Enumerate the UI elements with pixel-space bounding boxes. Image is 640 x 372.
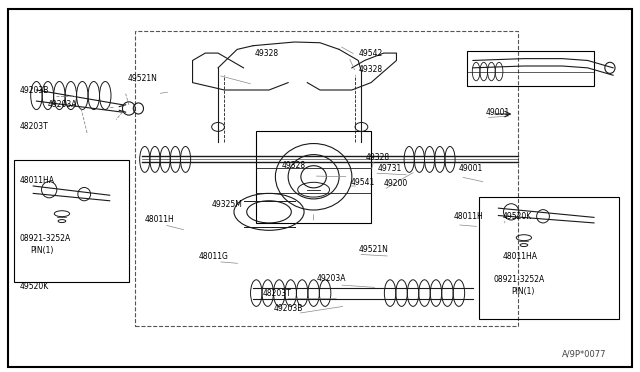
Text: 49542: 49542	[358, 49, 383, 58]
Text: 08921-3252A: 08921-3252A	[493, 275, 545, 283]
Text: 48011HA: 48011HA	[19, 176, 54, 185]
Text: 48203T: 48203T	[262, 289, 291, 298]
Ellipse shape	[212, 122, 225, 131]
Text: 49521N: 49521N	[358, 245, 388, 254]
Text: 49200: 49200	[384, 179, 408, 187]
Text: 49001: 49001	[459, 164, 483, 173]
Text: 49520K: 49520K	[19, 282, 49, 291]
Text: 49001: 49001	[486, 108, 510, 118]
Text: 49731: 49731	[378, 164, 402, 173]
Text: 49541: 49541	[351, 178, 375, 187]
Text: 48011G: 48011G	[199, 252, 229, 262]
Ellipse shape	[355, 122, 368, 131]
Text: 49325M: 49325M	[212, 200, 243, 209]
Text: 08921-3252A: 08921-3252A	[19, 234, 70, 243]
Text: 48203T: 48203T	[19, 122, 48, 131]
Text: 49203B: 49203B	[274, 304, 303, 313]
Text: 48011H: 48011H	[454, 212, 484, 221]
Bar	[14, 160, 129, 282]
Text: 48011HA: 48011HA	[502, 251, 537, 261]
Text: PIN(1): PIN(1)	[30, 246, 53, 255]
Text: 49328: 49328	[282, 161, 306, 170]
Text: 49328: 49328	[366, 153, 390, 162]
Text: 48011H: 48011H	[145, 215, 175, 224]
Bar	[479, 197, 620, 319]
Text: 49203A: 49203A	[317, 274, 346, 283]
Bar	[256, 131, 371, 223]
Text: 49521N: 49521N	[127, 74, 157, 83]
Text: 49328: 49328	[358, 65, 382, 74]
Text: 49203A: 49203A	[47, 100, 77, 109]
Text: 49203B: 49203B	[19, 86, 49, 94]
Text: 49520K: 49520K	[502, 212, 531, 221]
Text: A/9P*0077: A/9P*0077	[562, 350, 607, 359]
Bar	[467, 51, 594, 86]
Text: 49328: 49328	[254, 49, 278, 58]
Bar	[135, 31, 518, 326]
Text: PIN(1): PIN(1)	[511, 287, 534, 296]
